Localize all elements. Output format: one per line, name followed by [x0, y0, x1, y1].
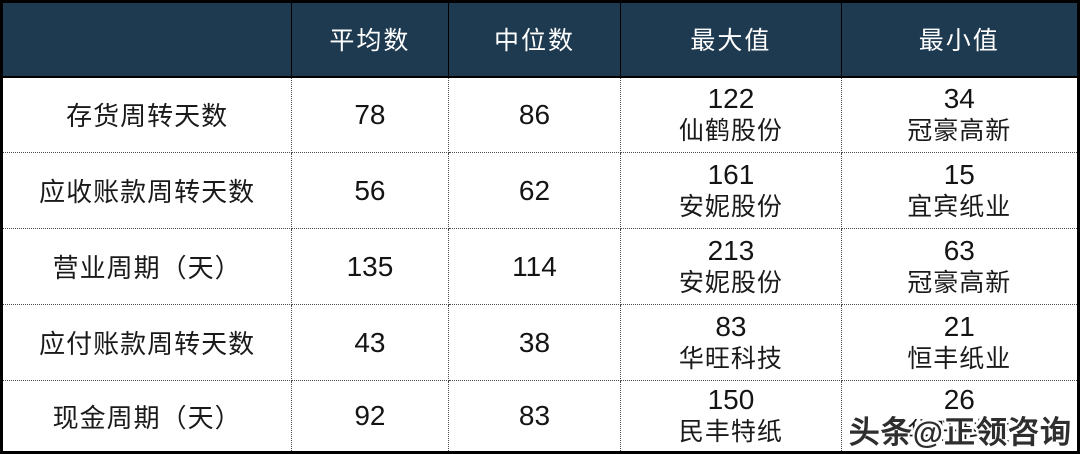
- median-value: 83: [447, 380, 622, 453]
- min-company: 冠豪高新: [907, 117, 1012, 145]
- median-value: 86: [447, 76, 622, 153]
- max-cell: 213 安妮股份: [620, 228, 842, 305]
- max-cell: 122 仙鹤股份: [620, 76, 842, 153]
- col-header-max: 最大值: [620, 1, 842, 78]
- min-cell: 34 冠豪高新: [840, 76, 1080, 153]
- max-company: 安妮股份: [678, 269, 783, 297]
- row-label: 存货周转天数: [0, 76, 293, 153]
- col-header-average: 平均数: [291, 1, 449, 78]
- min-company: 冠豪高新: [907, 269, 1012, 297]
- max-company: 安妮股份: [678, 193, 783, 221]
- max-company: 仙鹤股份: [678, 117, 783, 145]
- corner-cell: [1, 1, 293, 78]
- min-value: 63: [943, 234, 975, 266]
- max-cell: 83 华旺科技: [620, 304, 842, 381]
- col-header-median: 中位数: [448, 1, 622, 78]
- min-company: 华旺科技: [907, 419, 1012, 446]
- min-value: 21: [943, 310, 975, 342]
- table-row-receivable-days: 应收账款周转天数 56 62 161 安妮股份 15 宜宾纸业: [0, 152, 1080, 229]
- max-value: 161: [707, 158, 755, 190]
- table-row-cash-cycle: 现金周期（天） 92 83 150 民丰特纸 26 华旺科技: [0, 380, 1080, 453]
- max-company: 华旺科技: [678, 345, 783, 373]
- max-cell: 161 安妮股份: [620, 152, 842, 229]
- table-row-inventory-days: 存货周转天数 78 86 122 仙鹤股份 34 冠豪高新: [0, 76, 1080, 153]
- min-value: 26: [943, 384, 975, 415]
- row-label: 营业周期（天）: [0, 228, 293, 305]
- max-value: 83: [715, 310, 747, 342]
- min-cell: 26 华旺科技: [840, 380, 1080, 453]
- median-value: 114: [447, 228, 622, 305]
- col-header-min: 最小值: [841, 1, 1079, 78]
- row-label: 应付账款周转天数: [0, 304, 293, 381]
- median-value: 62: [447, 152, 622, 229]
- row-label: 应收账款周转天数: [0, 152, 293, 229]
- max-value: 122: [707, 82, 755, 114]
- table-row-payable-days: 应付账款周转天数 43 38 83 华旺科技 21 恒丰纸业: [0, 304, 1080, 381]
- max-value: 213: [707, 234, 755, 266]
- header-row: 平均数 中位数 最大值 最小值: [1, 1, 1079, 78]
- min-cell: 15 宜宾纸业: [840, 152, 1080, 229]
- min-cell: 63 冠豪高新: [840, 228, 1080, 305]
- average-value: 135: [291, 228, 449, 305]
- min-value: 15: [943, 158, 975, 190]
- average-value: 56: [291, 152, 449, 229]
- table-row-operating-cycle: 营业周期（天） 135 114 213 安妮股份 63 冠豪高新: [0, 228, 1080, 305]
- min-cell: 21 恒丰纸业: [840, 304, 1080, 381]
- min-company: 宜宾纸业: [907, 193, 1012, 221]
- average-value: 92: [291, 380, 449, 453]
- average-value: 78: [291, 76, 449, 153]
- median-value: 38: [447, 304, 622, 381]
- min-company: 恒丰纸业: [907, 345, 1012, 373]
- row-label: 现金周期（天）: [0, 380, 293, 453]
- max-company: 民丰特纸: [678, 419, 783, 446]
- min-value: 34: [943, 82, 975, 114]
- max-value: 150: [707, 384, 755, 415]
- average-value: 43: [291, 304, 449, 381]
- max-cell: 150 民丰特纸: [620, 380, 842, 453]
